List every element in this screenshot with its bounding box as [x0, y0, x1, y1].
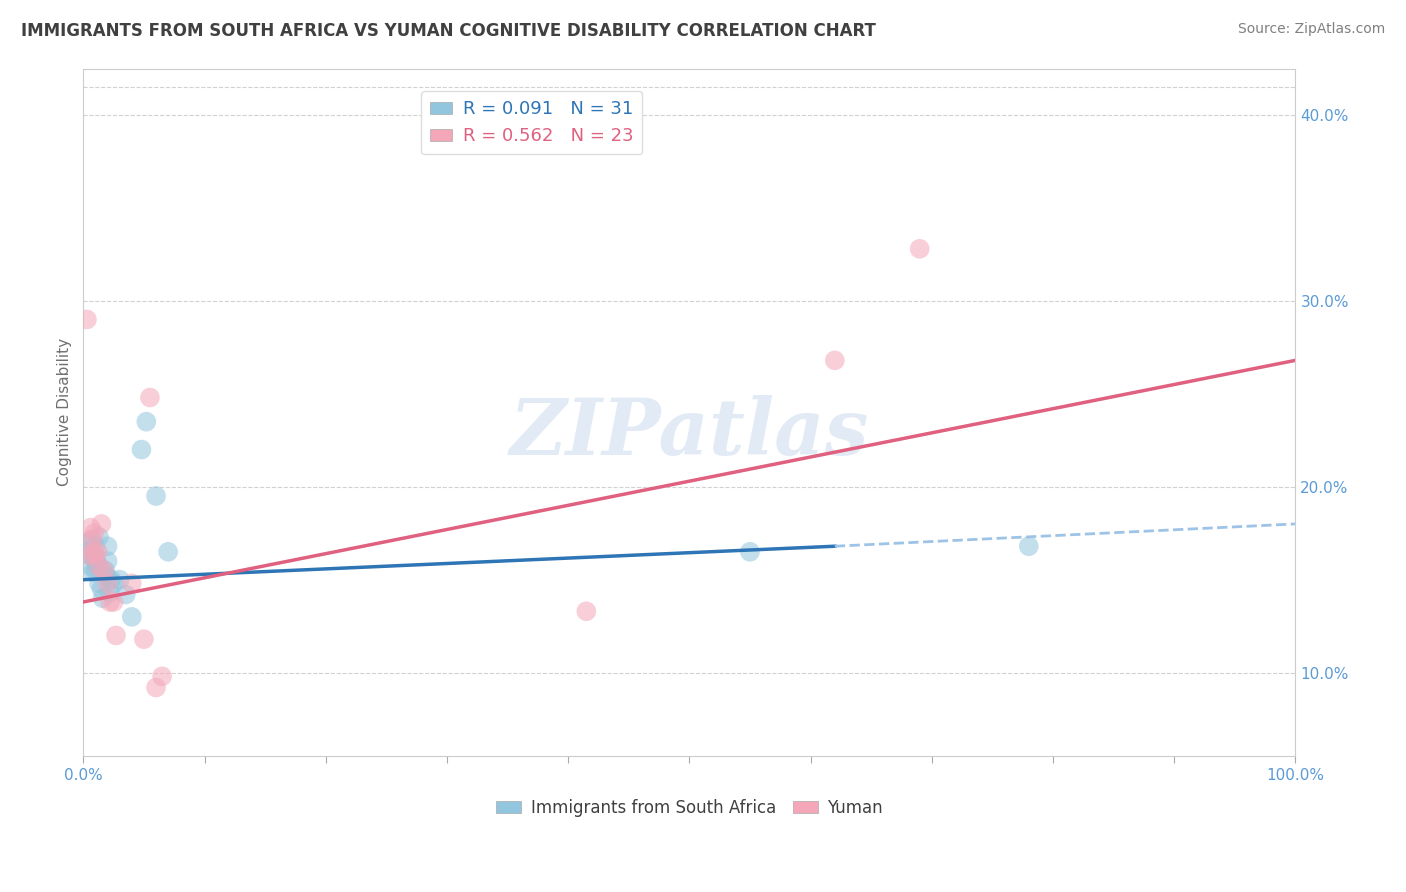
Point: [96, 569, 118, 583]
Point: [114, 588, 136, 602]
Point: [79, 549, 101, 563]
Point: [96, 539, 118, 553]
Point: [103, 576, 125, 591]
Point: [131, 442, 153, 457]
Point: [121, 576, 143, 591]
Y-axis label: Cognitive Disability: Cognitive Disability: [58, 338, 72, 486]
Point: [100, 573, 122, 587]
Point: [108, 573, 131, 587]
Point: [83, 550, 105, 565]
Point: [93, 563, 115, 577]
Point: [79, 549, 101, 563]
Point: [575, 604, 598, 618]
Point: [87, 576, 110, 591]
Point: [135, 415, 157, 429]
Point: [80, 559, 103, 574]
Point: [91, 591, 114, 606]
Point: [87, 530, 110, 544]
Point: [82, 545, 104, 559]
Point: [103, 595, 125, 609]
Point: [738, 545, 761, 559]
Point: [83, 526, 105, 541]
Point: [79, 545, 101, 559]
Point: [80, 532, 103, 546]
Point: [98, 595, 121, 609]
Point: [105, 628, 128, 642]
Point: [80, 533, 103, 548]
Point: [98, 585, 121, 599]
Point: [84, 549, 107, 563]
Point: [86, 554, 108, 568]
Point: [90, 582, 112, 596]
Point: [96, 576, 118, 591]
Text: IMMIGRANTS FROM SOUTH AFRICA VS YUMAN COGNITIVE DISABILITY CORRELATION CHART: IMMIGRANTS FROM SOUTH AFRICA VS YUMAN CO…: [21, 22, 876, 40]
Text: ZIPatlas: ZIPatlas: [510, 395, 869, 471]
Point: [908, 242, 931, 256]
Point: [87, 558, 110, 572]
Point: [824, 353, 846, 368]
Point: [145, 489, 167, 503]
Point: [145, 681, 167, 695]
Point: [121, 610, 143, 624]
Point: [94, 563, 117, 577]
Text: Source: ZipAtlas.com: Source: ZipAtlas.com: [1237, 22, 1385, 37]
Point: [1018, 539, 1040, 553]
Point: [139, 391, 162, 405]
Point: [79, 521, 101, 535]
Point: [77, 535, 100, 549]
Point: [90, 516, 112, 531]
Point: [84, 539, 107, 553]
Point: [87, 545, 110, 559]
Point: [87, 559, 110, 574]
Point: [84, 563, 107, 577]
Legend: Immigrants from South Africa, Yuman: Immigrants from South Africa, Yuman: [489, 792, 890, 823]
Point: [76, 312, 98, 326]
Point: [82, 566, 104, 580]
Point: [96, 554, 118, 568]
Point: [150, 669, 173, 683]
Point: [132, 632, 155, 647]
Point: [157, 545, 180, 559]
